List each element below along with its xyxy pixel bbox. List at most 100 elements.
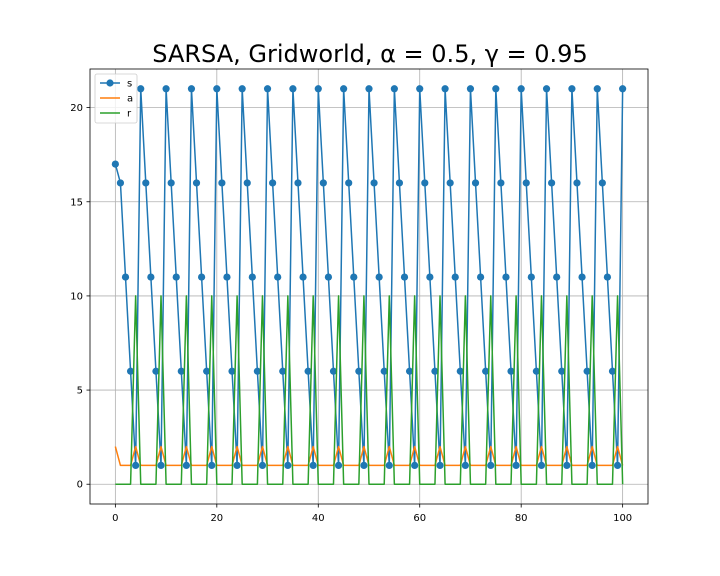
data-point-s — [477, 273, 485, 281]
legend-label-s: s — [127, 79, 132, 90]
data-point-s — [395, 179, 404, 187]
data-point-s — [147, 273, 155, 281]
data-point-s — [142, 179, 150, 187]
data-point-s — [360, 461, 368, 469]
data-point-s — [132, 461, 140, 469]
data-point-s — [608, 367, 617, 375]
data-point-s — [400, 273, 409, 281]
data-point-s — [116, 179, 125, 187]
data-point-s — [289, 85, 297, 93]
series-line-r — [115, 295, 624, 485]
data-point-s — [253, 367, 261, 375]
data-point-s — [121, 273, 130, 281]
data-point-s — [598, 179, 606, 187]
data-point-s — [416, 85, 424, 93]
data-point-s — [411, 461, 419, 469]
data-point-s — [461, 461, 469, 469]
legend-label-r: r — [127, 109, 132, 120]
data-point-s — [370, 179, 378, 187]
x-tick-label: 0 — [112, 513, 118, 524]
data-point-s — [390, 85, 398, 93]
data-point-s — [334, 461, 343, 469]
axes-frame — [89, 68, 649, 505]
legend-label-a: a — [127, 94, 133, 105]
data-point-s — [497, 179, 505, 187]
data-point-s — [512, 461, 520, 469]
data-point-s — [350, 273, 358, 281]
data-point-s — [456, 367, 464, 375]
data-point-s — [274, 273, 282, 281]
y-tick-label: 15 — [70, 197, 83, 208]
data-point-s — [451, 273, 459, 281]
data-point-s — [345, 179, 353, 187]
data-point-s — [405, 367, 414, 375]
data-point-s — [613, 461, 622, 469]
x-tick-label: 100 — [613, 513, 632, 524]
axis-ticks: 0 20 40 60 80 100 0 5 10 15 20 — [70, 103, 632, 524]
data-point-s — [126, 367, 135, 375]
plot-area: 0 20 40 60 80 100 0 5 10 15 20 — [70, 68, 649, 524]
data-point-s — [558, 367, 566, 375]
data-point-s — [238, 85, 246, 93]
data-point-s — [329, 367, 338, 375]
data-point-s — [223, 273, 231, 281]
data-point-s — [228, 367, 236, 375]
data-point-s — [522, 179, 530, 187]
series-layer — [111, 85, 627, 485]
series-s — [111, 85, 627, 469]
y-tick-label: 10 — [70, 291, 83, 302]
data-point-s — [365, 85, 373, 93]
data-point-s — [593, 85, 601, 93]
data-point-s — [258, 461, 267, 469]
data-point-s — [578, 273, 586, 281]
data-point-s — [517, 85, 525, 93]
data-point-s — [284, 461, 292, 469]
data-point-s — [314, 85, 322, 93]
data-point-s — [299, 273, 307, 281]
data-point-s — [583, 367, 591, 375]
data-point-s — [426, 273, 434, 281]
data-point-s — [553, 273, 561, 281]
y-tick-label: 20 — [70, 103, 83, 114]
data-point-s — [619, 85, 627, 93]
data-point-s — [375, 273, 383, 281]
data-point-s — [446, 179, 454, 187]
data-point-s — [436, 461, 444, 469]
data-point-s — [487, 461, 495, 469]
data-point-s — [466, 85, 475, 93]
x-tick-label: 60 — [413, 513, 426, 524]
data-point-s — [563, 461, 571, 469]
data-point-s — [492, 85, 500, 93]
data-point-s — [441, 85, 449, 93]
data-point-s — [213, 85, 221, 93]
data-point-s — [537, 461, 546, 469]
data-point-s — [355, 367, 363, 375]
data-point-s — [152, 367, 160, 375]
data-point-s — [568, 85, 576, 93]
data-point-s — [177, 367, 185, 375]
data-point-s — [111, 160, 119, 168]
chart-title: SARSA, Gridworld, α = 0.5, γ = 0.95 — [152, 40, 587, 68]
data-point-s — [421, 179, 429, 187]
x-tick-label: 80 — [515, 513, 528, 524]
data-point-s — [279, 367, 287, 375]
data-point-s — [471, 179, 480, 187]
data-point-s — [294, 179, 302, 187]
data-point-s — [157, 461, 165, 469]
data-point-s — [482, 367, 490, 375]
y-tick-label: 0 — [77, 480, 83, 491]
x-tick-label: 20 — [210, 513, 223, 524]
data-point-s — [385, 461, 393, 469]
data-point-s — [542, 85, 551, 93]
data-point-s — [380, 367, 388, 375]
data-point-s — [208, 461, 216, 469]
data-point-s — [269, 179, 277, 187]
data-point-s — [203, 367, 211, 375]
data-point-s — [172, 273, 180, 281]
data-point-s — [182, 461, 190, 469]
data-point-s — [198, 273, 206, 281]
data-point-s — [507, 367, 515, 375]
data-point-s — [502, 273, 510, 281]
data-point-s — [233, 461, 241, 469]
data-point-s — [573, 179, 581, 187]
